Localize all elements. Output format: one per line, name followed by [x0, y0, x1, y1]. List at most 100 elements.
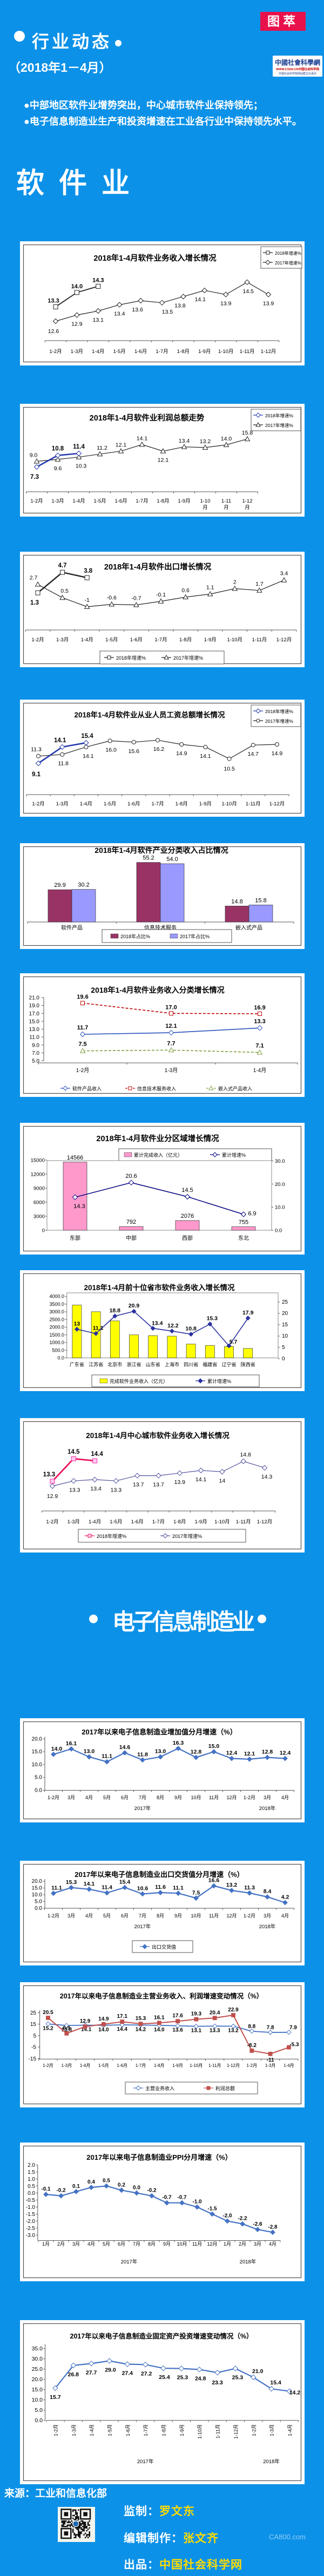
- svg-text:9月: 9月: [174, 1795, 182, 1800]
- svg-text:15.4: 15.4: [119, 1879, 131, 1886]
- svg-text:14.0: 14.0: [221, 436, 232, 442]
- svg-text:13.3: 13.3: [43, 1472, 55, 1478]
- svg-text:12.4: 12.4: [280, 1750, 291, 1756]
- svg-text:11.1: 11.1: [93, 1325, 104, 1331]
- svg-text:13.2: 13.2: [228, 2028, 239, 2034]
- svg-text:9.1: 9.1: [32, 771, 41, 778]
- svg-text:1-10月: 1-10月: [214, 1519, 230, 1525]
- svg-text:1-4月: 1-4月: [89, 1519, 101, 1525]
- svg-text:3月: 3月: [68, 1795, 75, 1800]
- svg-text:1-4月: 1-4月: [284, 2063, 294, 2068]
- svg-text:5: 5: [33, 2033, 36, 2039]
- svg-text:14.5: 14.5: [242, 288, 254, 295]
- svg-text:山东省: 山东省: [146, 1361, 160, 1367]
- svg-text:2018年1-4月软件业从业人员工资总额增长情况: 2018年1-4月软件业从业人员工资总额增长情况: [74, 710, 225, 719]
- svg-text:1-7月: 1-7月: [156, 349, 168, 355]
- svg-text:0.0: 0.0: [35, 1906, 42, 1911]
- svg-text:5.7: 5.7: [230, 1339, 238, 1345]
- svg-text:10.0: 10.0: [275, 1205, 285, 1211]
- svg-text:13.1: 13.1: [191, 2028, 202, 2034]
- svg-text:20: 20: [282, 1311, 288, 1317]
- svg-text:2017年增速%: 2017年增速%: [172, 1533, 202, 1539]
- svg-text:2018年1-4月软件业务收入分类增长情况: 2018年1-4月软件业务收入分类增长情况: [91, 986, 224, 994]
- svg-text:20.0: 20.0: [32, 1879, 43, 1884]
- svg-text:13.2: 13.2: [200, 438, 211, 445]
- svg-text:5.0: 5.0: [32, 1059, 39, 1065]
- svg-text:14.2: 14.2: [289, 2390, 301, 2396]
- svg-text:12月: 12月: [226, 1913, 237, 1919]
- svg-text:5: 5: [282, 1345, 285, 1351]
- svg-text:1-4月: 1-4月: [81, 637, 93, 643]
- svg-text:3月: 3月: [264, 1913, 271, 1919]
- svg-text:1-3月: 1-3月: [51, 498, 64, 504]
- svg-text:7.5: 7.5: [192, 1889, 200, 1896]
- svg-text:9月: 9月: [163, 2241, 171, 2247]
- svg-text:14.9: 14.9: [176, 750, 187, 757]
- svg-text:出口交货值: 出口交货值: [152, 1944, 176, 1950]
- svg-text:14.4: 14.4: [91, 1451, 103, 1458]
- svg-text:11.7: 11.7: [77, 1025, 89, 1031]
- svg-text:25.3: 25.3: [177, 2375, 188, 2381]
- svg-text:17.0: 17.0: [29, 1011, 40, 1017]
- svg-text:-2.8: -2.8: [268, 2224, 278, 2230]
- svg-text:1月: 1月: [42, 2241, 50, 2247]
- svg-text:0.4: 0.4: [87, 2179, 95, 2185]
- svg-text:14.1: 14.1: [54, 737, 66, 744]
- svg-text:11.8: 11.8: [137, 1751, 148, 1758]
- svg-text:12.2: 12.2: [167, 1323, 179, 1329]
- svg-text:1-11月: 1-11月: [208, 2063, 221, 2068]
- svg-text:4.7: 4.7: [58, 562, 67, 569]
- svg-text:3月: 3月: [264, 1795, 271, 1800]
- svg-text:1-2月: 1-2月: [46, 1519, 58, 1525]
- svg-text:20.0: 20.0: [32, 1736, 43, 1742]
- svg-text:1-4月: 1-4月: [80, 2063, 91, 2068]
- svg-text:11.4: 11.4: [102, 1884, 112, 1891]
- svg-text:1-10月: 1-10月: [221, 801, 237, 807]
- svg-text:1-8月: 1-8月: [177, 349, 190, 355]
- svg-text:累计增速%: 累计增速%: [207, 1378, 231, 1384]
- svg-text:0.1: 0.1: [72, 2184, 80, 2189]
- svg-text:24.8: 24.8: [195, 2375, 206, 2382]
- svg-text:6.9: 6.9: [248, 1210, 256, 1217]
- svg-text:14.0: 14.0: [71, 283, 83, 290]
- svg-text:8.8: 8.8: [248, 2024, 255, 2030]
- svg-text:10月: 10月: [191, 1795, 201, 1800]
- svg-text:7.1: 7.1: [255, 1043, 264, 1049]
- svg-text:11.1: 11.1: [51, 1884, 62, 1891]
- svg-text:1-2月: 1-2月: [48, 1795, 59, 1800]
- svg-text:4月: 4月: [85, 1795, 93, 1800]
- svg-text:3月: 3月: [254, 2241, 261, 2247]
- svg-text:1-2月: 1-2月: [247, 2063, 258, 2068]
- svg-text:12月: 12月: [207, 2241, 217, 2247]
- svg-text:13.0: 13.0: [84, 1748, 95, 1755]
- svg-text:1-8月: 1-8月: [176, 801, 188, 807]
- svg-text:10.5: 10.5: [224, 766, 235, 772]
- svg-text:2.0: 2.0: [28, 2163, 35, 2168]
- svg-text:3500.0: 3500.0: [49, 1301, 64, 1307]
- svg-text:1-6月: 1-6月: [117, 2063, 127, 2068]
- svg-text:29.0: 29.0: [105, 2367, 116, 2374]
- svg-text:东北: 东北: [238, 1235, 249, 1242]
- svg-text:9.0: 9.0: [32, 1042, 39, 1048]
- svg-text:11月: 11月: [209, 1795, 219, 1800]
- svg-text:6月: 6月: [121, 1913, 129, 1919]
- svg-text:1-11月: 1-11月: [215, 2424, 221, 2438]
- svg-text:1-10月: 1-10月: [190, 2063, 202, 2068]
- svg-text:0.0: 0.0: [133, 2185, 140, 2191]
- svg-text:北京市: 北京市: [107, 1361, 122, 1367]
- svg-text:7月: 7月: [139, 1795, 146, 1800]
- svg-text:1.1: 1.1: [206, 584, 214, 591]
- svg-text:1-4月: 1-4月: [89, 2424, 94, 2436]
- svg-text:13.4: 13.4: [179, 438, 190, 444]
- svg-text:9月: 9月: [174, 1913, 182, 1919]
- svg-text:7.3: 7.3: [30, 474, 39, 480]
- svg-text:1-12月: 1-12月: [261, 349, 276, 355]
- svg-text:12.4: 12.4: [226, 1750, 238, 1756]
- svg-text:2500.0: 2500.0: [49, 1317, 64, 1322]
- svg-text:1-6月: 1-6月: [125, 2424, 131, 2436]
- svg-text:累计完成收入（亿元）: 累计完成收入（亿元）: [134, 1152, 183, 1158]
- svg-text:11月: 11月: [192, 2241, 202, 2247]
- svg-text:7.0: 7.0: [32, 1050, 39, 1056]
- svg-text:2018年增速%: 2018年增速%: [97, 1533, 126, 1539]
- svg-text:15.0: 15.0: [208, 1743, 220, 1750]
